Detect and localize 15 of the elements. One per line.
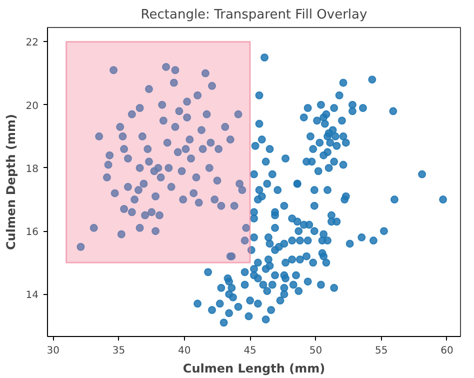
x-tick-label: 35 [112,346,126,356]
y-tick-label: 14 [26,290,39,302]
y-tick-label: 16 [26,227,39,238]
x-tick-label: 40 [178,346,191,356]
y-tick-label: 22 [26,38,39,49]
x-tick-label: 30 [46,346,60,356]
x-tick-label: 50 [309,346,322,356]
x-tick-label: 60 [440,346,454,356]
x-tick-label: 55 [374,346,388,356]
y-tick-label: 18 [26,164,39,175]
y-axis-title: Culmen Depth (mm) [4,114,18,250]
x-tick-label: 45 [244,346,256,356]
y-tick-label: 20 [26,100,39,112]
chart-title: Rectangle: Transparent Fill Overlay [140,8,368,22]
x-axis-title: Culmen Length (mm) [182,362,326,376]
